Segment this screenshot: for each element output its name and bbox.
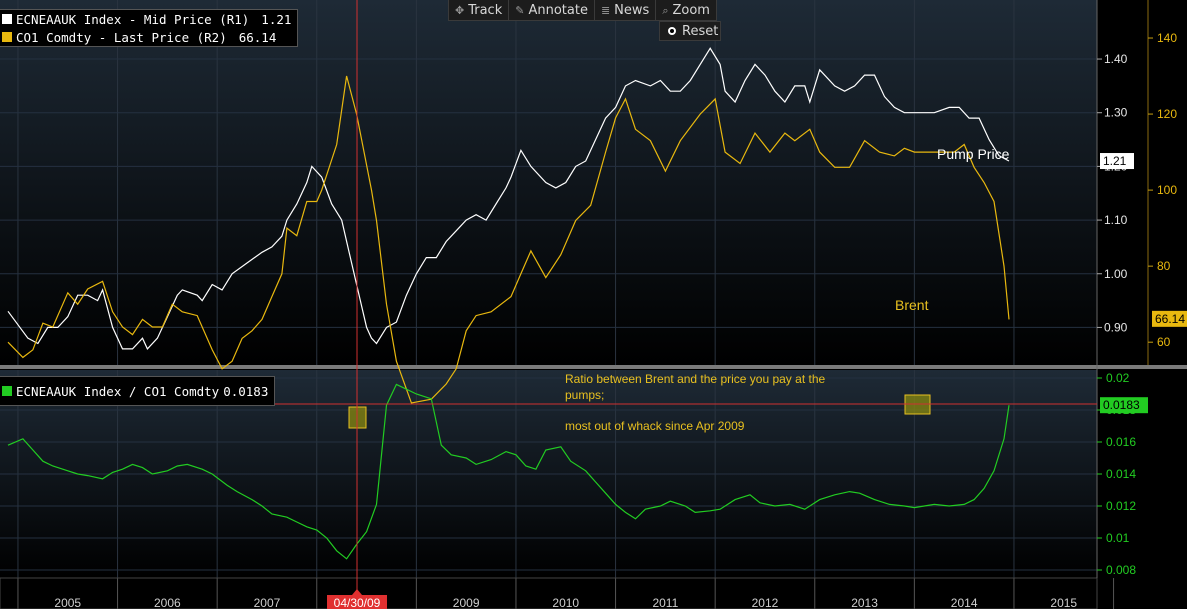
legend-value-pump: 1.21 [261, 11, 292, 27]
pump-price-series-line [7, 47, 1010, 350]
x-axis-tick-label: 2006 [154, 596, 181, 609]
cursor-date-label: 04/30/09 [334, 596, 381, 609]
r1-tick-label: 1.30 [1104, 106, 1128, 120]
pump-last-value-flag-box [1100, 153, 1134, 170]
x-axis-tick-label: 2014 [951, 596, 978, 609]
x-axis-tick-label: 2015 [1050, 596, 1077, 609]
magnifier-icon: ⌕ [662, 3, 669, 17]
legend-item-pump[interactable]: ECNEAAUK Index - Mid Price (R1) 1.21 [0, 10, 297, 28]
ratio-tick-label: 0.01 [1106, 531, 1130, 545]
panel-divider [0, 365, 1187, 369]
r1-tick-label: 0.90 [1104, 320, 1128, 334]
brent-label: Brent [895, 297, 929, 313]
x-axis-tick-label: 2007 [254, 596, 281, 609]
r2-tick-label: 140 [1157, 31, 1177, 45]
x-axis-band [0, 577, 1098, 609]
ratio-tick-label: 0.016 [1106, 435, 1136, 449]
legend-item-ratio[interactable]: ECNEAAUK Index / CO1 Comdty 0.0183 [0, 382, 274, 400]
legend-swatch-ratio [2, 386, 12, 396]
legend-price-panel: ECNEAAUK Index - Mid Price (R1) 1.21 CO1 … [0, 9, 299, 47]
annotate-label: Annotate [528, 3, 588, 18]
r2-tick-label: 100 [1157, 183, 1177, 197]
ratio-note-line3: most out of whack since Apr 2009 [565, 419, 745, 433]
zoom-button[interactable]: ⌕ Zoom [656, 0, 716, 20]
r2-tick-label: 60 [1157, 335, 1171, 349]
r2-tick-label: 80 [1157, 259, 1171, 273]
legend-value-brent: 66.14 [238, 29, 277, 45]
x-axis-tick-label: 2010 [552, 596, 579, 609]
chart-toolbar: ✥ Track ✎ Annotate ≣ News ⌕ Zoom [448, 0, 717, 21]
ratio-series-line [7, 383, 1010, 560]
crosshair-icon: ✥ [455, 4, 465, 17]
price-panel-background [0, 0, 1097, 365]
r1-tick-label: 1.40 [1104, 52, 1128, 66]
annotate-button[interactable]: ✎ Annotate [509, 0, 595, 20]
ratio-tick-label: 0.012 [1106, 499, 1136, 513]
x-axis-tick-label: 2012 [752, 596, 779, 609]
ratio-panel-grid [0, 370, 1097, 578]
reset-button[interactable]: Reset [659, 21, 721, 41]
track-label: Track [468, 3, 503, 18]
legend-swatch-brent [2, 32, 12, 42]
r1-tick-label: 1.10 [1104, 213, 1128, 227]
ratio-note-line1: Ratio between Brent and the price you pa… [565, 372, 825, 386]
pump-last-value-flag: 1.21 [1103, 154, 1127, 168]
ratio-last-value-flag: 0.0183 [1103, 398, 1140, 412]
pencil-icon: ✎ [515, 4, 525, 17]
r1-tick-label: 1.00 [1104, 267, 1128, 281]
price-panel-lines [7, 47, 1010, 404]
ratio-tick-label: 0.008 [1106, 563, 1136, 577]
reset-label: Reset [682, 23, 719, 39]
track-button[interactable]: ✥ Track [449, 0, 510, 20]
crosshair-cursor: 04/30/09 [0, 0, 1097, 609]
cursor-date-box [327, 595, 387, 609]
r2-tick-label: 120 [1157, 107, 1177, 121]
radio-dot-icon [668, 27, 676, 35]
news-icon: ≣ [600, 4, 611, 17]
cursor-date-marker [352, 589, 362, 595]
x-axis-tick-label: 2005 [54, 596, 81, 609]
news-button[interactable]: ≣ News [595, 0, 657, 20]
x-axis-tick-label: 2011 [652, 596, 678, 609]
legend-label-brent: CO1 Comdty - Last Price (R2) [16, 29, 227, 45]
price-panel-grid [0, 0, 1097, 365]
zoom-label: Zoom [672, 3, 710, 18]
ratio-note-line2: pumps; [565, 388, 604, 402]
brent-last-value-flag: 66.14 [1155, 312, 1185, 326]
ratio-tick-label: 0.014 [1106, 467, 1136, 481]
brent-series-line [7, 75, 1010, 404]
pump-price-label: Pump Price [937, 146, 1010, 162]
legend-value-ratio: 0.0183 [223, 383, 269, 399]
ratio-tick-label: 0.02 [1106, 371, 1130, 385]
x-axis-tick-label: 2013 [851, 596, 878, 609]
legend-ratio-panel: ECNEAAUK Index / CO1 Comdty 0.0183 [0, 376, 276, 406]
legend-item-brent[interactable]: CO1 Comdty - Last Price (R2) 66.14 [0, 28, 297, 46]
x-axis-tick-label: 2009 [453, 596, 480, 609]
legend-swatch-pump [2, 14, 12, 24]
legend-label-pump: ECNEAAUK Index - Mid Price (R1) [16, 11, 250, 27]
legend-label-ratio: ECNEAAUK Index / CO1 Comdty [16, 383, 220, 399]
brent-last-value-flag-box [1152, 310, 1187, 327]
news-label: News [614, 3, 650, 18]
ratio-panel-lines [7, 383, 1010, 560]
ratio-last-value-flag-box [1100, 397, 1148, 414]
